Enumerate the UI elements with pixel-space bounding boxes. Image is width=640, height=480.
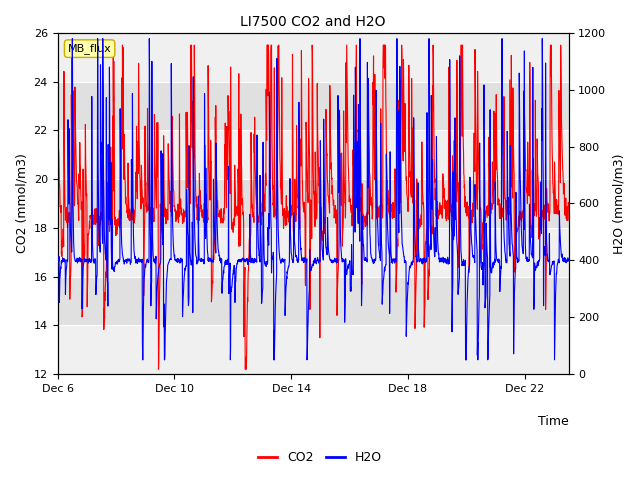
Bar [58, 82, 568, 131]
Bar [58, 179, 568, 228]
Y-axis label: H2O (mmol/m3): H2O (mmol/m3) [612, 153, 625, 254]
Text: MB_flux: MB_flux [68, 43, 111, 54]
Title: LI7500 CO2 and H2O: LI7500 CO2 and H2O [240, 15, 386, 29]
Legend: CO2, H2O: CO2, H2O [253, 446, 387, 469]
Bar [58, 325, 568, 374]
Text: Time: Time [538, 415, 568, 428]
Y-axis label: CO2 (mmol/m3): CO2 (mmol/m3) [15, 154, 28, 253]
Bar [58, 131, 568, 179]
Bar [58, 228, 568, 276]
Bar [58, 33, 568, 82]
Bar [58, 276, 568, 325]
